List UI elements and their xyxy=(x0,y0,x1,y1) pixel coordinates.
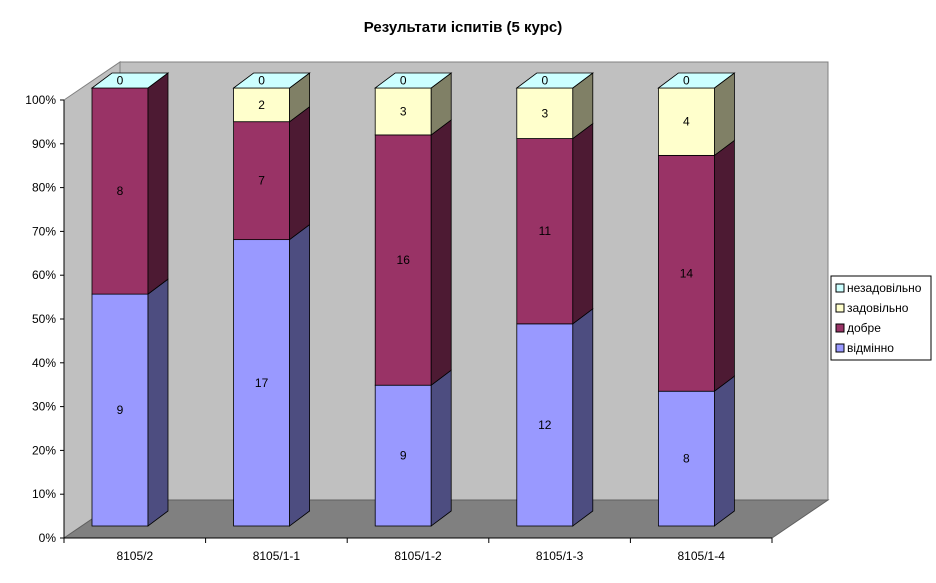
data-label: 9 xyxy=(400,449,407,463)
chart-title: Результати іспитів (5 курс) xyxy=(364,19,562,36)
bar-top xyxy=(90,72,170,89)
legend-swatch xyxy=(835,283,845,293)
data-label: 0 xyxy=(117,74,124,88)
y-tick-label: 50% xyxy=(32,312,56,326)
bar-segment: 11 xyxy=(516,122,594,325)
bar-side xyxy=(147,72,169,295)
data-label: 2 xyxy=(258,98,265,112)
y-tick-label: 100% xyxy=(25,93,56,107)
bar-segment: 0 xyxy=(515,72,594,89)
x-tick-label: 8105/1-1 xyxy=(253,549,301,563)
legend-label: відмінно xyxy=(847,341,894,355)
legend-swatch xyxy=(835,323,845,333)
legend-label: добре xyxy=(847,321,881,335)
bar-segment: 0 xyxy=(232,72,311,89)
bar-segment: 9 xyxy=(374,369,452,527)
bar-side xyxy=(572,308,594,527)
bar-side xyxy=(714,375,735,527)
x-axis: 8105/2 8105/1-1 8105/1-2 8105/1-3 8105/1-4 xyxy=(63,537,773,563)
y-tick-label: 60% xyxy=(32,268,56,282)
bar-front xyxy=(658,390,715,527)
bar-side xyxy=(572,122,594,325)
data-label: 4 xyxy=(683,115,690,129)
bar-segment: 3 xyxy=(374,72,452,136)
data-label: 0 xyxy=(258,74,265,88)
bar-side xyxy=(714,139,735,393)
bar-segment: 0 xyxy=(374,72,453,89)
data-label: 12 xyxy=(538,418,552,432)
bar-front xyxy=(91,87,149,295)
bar-top xyxy=(515,72,594,89)
data-label: 17 xyxy=(255,376,269,390)
data-label: 11 xyxy=(539,224,552,238)
y-tick-label: 0% xyxy=(39,531,57,545)
bar-front xyxy=(374,134,432,386)
bar-segment: 4 xyxy=(658,72,735,157)
data-label: 0 xyxy=(683,74,690,88)
legend-label: незадовільно xyxy=(847,281,922,295)
bar-side xyxy=(289,105,311,241)
bar-segment: 8 xyxy=(91,72,169,295)
y-tick-label: 20% xyxy=(32,443,56,457)
y-tick-label: 80% xyxy=(32,181,56,195)
data-label: 14 xyxy=(680,266,694,280)
bar-segment: 0 xyxy=(657,72,736,89)
bar-front xyxy=(91,293,149,527)
x-tick-label: 8105/1-3 xyxy=(536,549,584,563)
y-tick-label: 40% xyxy=(32,356,56,370)
bar-top xyxy=(232,72,311,89)
bar-side xyxy=(147,278,169,527)
y-tick-label: 10% xyxy=(32,487,56,501)
bar-side xyxy=(289,223,311,527)
data-label: 8 xyxy=(683,452,690,466)
bar-segment: 3 xyxy=(516,72,594,140)
y-tick-label: 30% xyxy=(32,400,56,414)
bar-front xyxy=(516,323,574,527)
bar-segment: 0 xyxy=(90,72,170,89)
x-tick-label: 8105/2 xyxy=(116,549,153,563)
data-label: 0 xyxy=(400,74,407,88)
x-tick-label: 8105/1-2 xyxy=(394,549,442,563)
data-label: 8 xyxy=(117,184,124,198)
bar-segment: 8 xyxy=(658,375,735,527)
legend-label: задовільно xyxy=(847,301,909,315)
bar-side xyxy=(430,369,452,527)
data-label: 7 xyxy=(258,174,265,188)
data-label: 0 xyxy=(541,74,548,88)
bar-top xyxy=(657,72,736,89)
y-axis: 0% 10% 20% 30% 40% 50% 60% 70% 80% 90% 100% xyxy=(25,93,65,545)
bar-front xyxy=(516,87,574,139)
data-label: 9 xyxy=(117,403,124,417)
bar-top xyxy=(374,72,453,89)
bar-segment: 14 xyxy=(658,139,735,393)
x-tick-label: 8105/1-4 xyxy=(678,549,726,563)
bar-front xyxy=(233,239,291,527)
data-label: 16 xyxy=(397,253,411,267)
legend-swatch xyxy=(835,343,845,353)
bar-segment: 16 xyxy=(374,119,452,387)
bar-segment: 9 xyxy=(91,278,169,527)
legend: незадовільно задовільно добре відмінно xyxy=(830,275,932,361)
bar-side xyxy=(430,119,452,387)
data-label: 3 xyxy=(400,104,407,118)
data-label: 3 xyxy=(541,106,548,120)
bars: 9800177209163012113081440 xyxy=(90,72,736,527)
y-tick-label: 70% xyxy=(32,224,56,238)
bar-segment: 17 xyxy=(233,223,311,527)
y-tick-label: 90% xyxy=(32,137,56,151)
bar-segment: 7 xyxy=(233,105,311,241)
legend-box xyxy=(830,275,932,361)
legend-swatch xyxy=(835,303,845,313)
bar-segment: 12 xyxy=(516,308,594,527)
